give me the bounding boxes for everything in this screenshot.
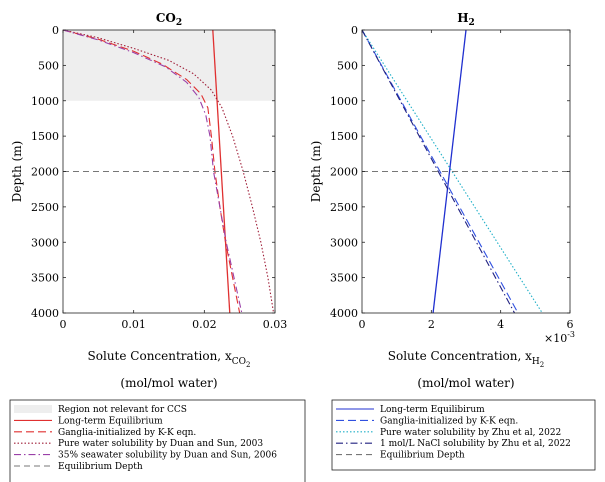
series-line-3 (361, 29, 516, 314)
y-tick-label: 2000 (31, 166, 59, 179)
x-axis-label: Solute Concentration, xCO2 (88, 349, 251, 369)
legend-label: 35% seawater solubility by Duan and Sun,… (58, 451, 277, 461)
legend-label: Equilibrium Depth (58, 462, 143, 472)
y-tick-label: 3500 (31, 272, 59, 285)
x-exponent-label: ×10-3 (544, 330, 575, 345)
x-tick-label: 6 (567, 318, 574, 331)
y-tick-label: 3500 (330, 272, 358, 285)
legend-1: Long-term EquilibirumGanglia-initialized… (331, 399, 596, 471)
legend-label: Long-term Equilibirum (380, 405, 485, 415)
y-tick-label: 1000 (330, 95, 358, 108)
legend-label: Pure water solubility by Duan and Sun, 2… (58, 439, 263, 449)
y-tick-label: 1500 (31, 130, 59, 143)
legend-label: 1 mol/L NaCl solubility by Zhu et al, 20… (380, 439, 571, 449)
y-tick-label: 3000 (31, 236, 59, 249)
legend-box (9, 399, 306, 482)
legend-label: Pure water solubility by Zhu et al, 2022 (380, 428, 561, 438)
x-tick-label: 0.03 (263, 318, 288, 331)
legend-box (331, 399, 596, 471)
x-axis-label-units: (mol/mol water) (417, 376, 514, 390)
y-tick-label: 500 (337, 59, 358, 72)
x-tick-label: 0 (359, 318, 366, 331)
legend-swatch (14, 405, 52, 413)
x-tick-label: 4 (497, 318, 504, 331)
chart-title: H2 (457, 11, 475, 28)
legend-label: Long-term Equilibrium (58, 416, 163, 426)
x-tick-label: 2 (428, 318, 435, 331)
y-tick-label: 0 (52, 24, 59, 37)
chart-title: CO2 (156, 11, 182, 28)
x-tick-label: 0.01 (121, 318, 146, 331)
y-tick-label: 4000 (330, 307, 358, 320)
chart-panel-0: 0 0.01 0.02 0.03 0 500 1000 1500 2000 2500 3000 350… (10, 11, 287, 390)
y-tick-label: 2000 (330, 166, 358, 179)
series-line-3 (62, 29, 243, 314)
series-line-0 (432, 29, 467, 314)
legend-label: Ganglia-initialized by K-K eqn. (58, 428, 196, 438)
series-line-2 (62, 29, 275, 314)
region-not-relevant (63, 30, 275, 101)
y-axis-label: Depth (m) (10, 141, 24, 203)
chart-panel-1: 0 2 4 6 0 500 1000 1500 2000 2500 3000 3500 4000 H2 De… (309, 11, 575, 390)
y-tick-label: 1000 (31, 95, 59, 108)
legend-label: Equilibrium Depth (380, 451, 465, 461)
series-line-1 (62, 29, 241, 314)
y-axis-label: Depth (m) (309, 141, 323, 203)
x-tick-label: 0.02 (192, 318, 217, 331)
x-axis-label: Solute Concentration, xH2 (388, 349, 545, 369)
y-tick-label: 500 (38, 59, 59, 72)
y-tick-label: 2500 (31, 201, 59, 214)
y-tick-label: 4000 (31, 307, 59, 320)
y-tick-label: 0 (351, 24, 358, 37)
series-line-0 (212, 29, 231, 314)
y-tick-label: 3000 (330, 236, 358, 249)
x-axis-label-units: (mol/mol water) (120, 376, 217, 390)
y-tick-label: 2500 (330, 201, 358, 214)
y-tick-label: 1500 (330, 130, 358, 143)
legend-label: Ganglia-initialized by K-K eqn. (380, 416, 518, 426)
legend-label: Region not relevant for CCS (58, 405, 187, 415)
x-tick-label: 0 (60, 318, 67, 331)
